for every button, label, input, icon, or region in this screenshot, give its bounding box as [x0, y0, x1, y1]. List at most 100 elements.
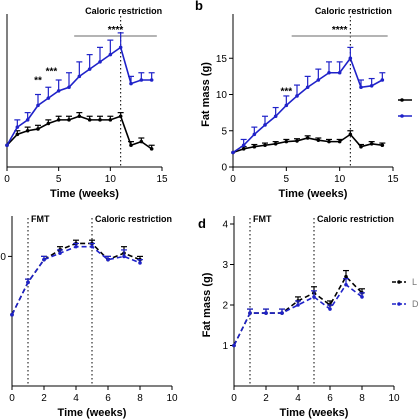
y-tick-label: 15: [216, 54, 228, 65]
series-1: [5, 112, 155, 151]
x-tick-label: 8: [137, 393, 143, 404]
data-point: [149, 78, 154, 82]
data-point: [348, 132, 353, 137]
chart-panel-2: b 0 5 10 15 0 5 10 15 Time (weeks) Fat mass (g) Cal…: [195, 0, 399, 200]
data-point: [252, 144, 257, 149]
series-line: [233, 283, 363, 346]
data-point: [327, 70, 331, 75]
x-tick-label: 10: [388, 393, 400, 404]
data-point: [305, 136, 310, 140]
data-point: [58, 251, 62, 255]
data-point: [295, 94, 299, 98]
data-point: [98, 60, 102, 64]
y-axis-label: Fat mass (g): [201, 272, 213, 337]
series-2: [10, 242, 143, 317]
series-2: [5, 32, 155, 148]
data-point: [232, 343, 236, 348]
data-point: [252, 132, 257, 137]
data-point: [360, 295, 364, 299]
data-point: [26, 280, 30, 285]
data-point: [74, 244, 78, 249]
x-tick-label: 0: [4, 174, 10, 185]
significance-label: ****: [108, 25, 124, 36]
y-tick-label: 2: [222, 301, 228, 312]
data-point: [344, 274, 348, 279]
data-point: [10, 312, 14, 317]
data-point: [273, 114, 278, 119]
data-point: [273, 142, 278, 146]
data-point: [129, 81, 133, 86]
x-tick-label: 4: [73, 393, 79, 404]
y-axis-label: Fat mass (g): [200, 62, 212, 127]
panel-label: d: [198, 216, 206, 231]
x-tick-label: 8: [359, 393, 365, 404]
data-point: [90, 244, 94, 249]
x-tick-label: 2: [263, 393, 269, 404]
data-point: [284, 139, 289, 144]
data-point: [87, 118, 92, 122]
data-point: [129, 143, 133, 148]
x-tick-label: 4: [295, 393, 301, 404]
x-tick-label: 10: [166, 393, 178, 404]
data-point: [263, 123, 267, 127]
annotation-label: FMT: [31, 214, 50, 224]
annotation-label: Caloric restriction: [315, 6, 392, 16]
series-1: [231, 130, 386, 155]
data-point: [77, 114, 82, 119]
data-point: [284, 103, 289, 108]
x-tick-label: 2: [41, 393, 47, 404]
data-point: [122, 254, 126, 259]
data-point: [108, 118, 113, 122]
data-point: [36, 127, 40, 131]
x-tick-label: 0: [231, 393, 237, 404]
series-2: [231, 46, 386, 155]
legend-label: L: [412, 277, 417, 287]
x-tick-label: 0: [230, 174, 236, 185]
data-point: [42, 257, 46, 262]
data-point: [56, 89, 61, 93]
data-point: [359, 144, 363, 149]
data-point: [106, 257, 110, 262]
significance-star: ***: [46, 67, 58, 78]
data-point: [241, 147, 246, 151]
annotation-label: Caloric restriction: [95, 214, 172, 224]
data-point: [264, 311, 268, 315]
annotation-label: Caloric restriction: [317, 214, 394, 224]
data-point: [138, 261, 142, 265]
series-line: [233, 275, 363, 346]
data-point: [98, 118, 102, 122]
series-line: [11, 245, 141, 316]
x-axis-label: Time (weeks): [279, 188, 348, 200]
data-point: [280, 311, 284, 315]
annotation-label: FMT: [253, 214, 272, 224]
data-point: [149, 147, 154, 151]
legend-marker: [397, 280, 401, 284]
x-tick-label: 5: [56, 174, 62, 185]
data-point: [380, 143, 385, 148]
data-point: [231, 150, 235, 155]
data-point: [36, 103, 40, 108]
significance-star: ***: [280, 87, 292, 98]
data-point: [25, 128, 30, 133]
data-point: [369, 142, 374, 146]
data-point: [25, 118, 30, 122]
data-point: [77, 74, 82, 79]
data-point: [328, 307, 332, 311]
data-point: [263, 143, 267, 148]
x-axis-label: Time (weeks): [50, 188, 119, 200]
x-tick-label: 5: [284, 174, 290, 185]
x-tick-label: 15: [387, 174, 399, 185]
data-point: [118, 114, 123, 119]
legend-marker: [397, 302, 401, 306]
legend-marker: [400, 114, 404, 118]
x-tick-label: 6: [105, 393, 111, 404]
data-point: [316, 78, 321, 82]
data-point: [15, 132, 20, 137]
data-point: [56, 118, 61, 122]
data-point: [312, 295, 316, 299]
data-point: [87, 67, 92, 71]
x-axis-label: Time (weeks): [58, 407, 127, 419]
x-tick-label: 10: [334, 174, 346, 185]
